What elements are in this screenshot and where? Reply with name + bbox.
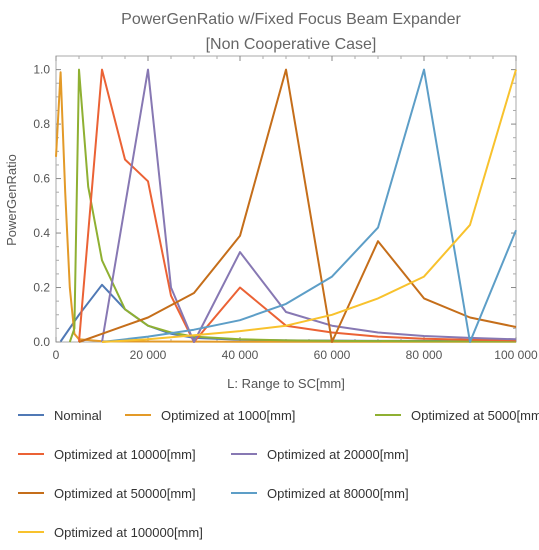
legend-label: Optimized at 100000[mm] — [54, 525, 203, 540]
legend-label: Optimized at 5000[mm] — [411, 408, 539, 423]
legend-item: Optimized at 100000[mm] — [18, 525, 203, 540]
series-line — [68, 68, 517, 343]
plot-frame — [55, 55, 517, 343]
legend-item: Nominal — [18, 408, 102, 423]
legend-label: Optimized at 50000[mm] — [54, 486, 196, 501]
x-tick-label: 100 000 — [494, 348, 538, 362]
series-line — [78, 68, 517, 343]
x-tick-label: 0 — [53, 348, 60, 362]
x-tick-label: 80 000 — [406, 348, 443, 362]
x-axis-label: L: Range to SC[mm] — [227, 376, 345, 391]
x-tick-label: 20 000 — [130, 348, 167, 362]
legend-label: Optimized at 20000[mm] — [267, 447, 409, 462]
series-line — [101, 68, 517, 343]
y-tick-label: 0.4 — [33, 226, 50, 240]
legend-label: Optimized at 80000[mm] — [267, 486, 409, 501]
legend-item: Optimized at 1000[mm] — [125, 408, 295, 423]
series-layer — [55, 68, 517, 343]
y-tick-label: 0.0 — [33, 335, 50, 349]
legend-label: Optimized at 10000[mm] — [54, 447, 196, 462]
legend-label: Nominal — [54, 408, 102, 423]
legend-item: Optimized at 20000[mm] — [231, 447, 409, 462]
x-tick-label: 40 000 — [222, 348, 259, 362]
y-tick-label: 0.2 — [33, 281, 50, 295]
legend-item: Optimized at 80000[mm] — [231, 486, 409, 501]
legend-item: Optimized at 5000[mm] — [375, 408, 539, 423]
series-line — [101, 68, 517, 343]
y-tick-label: 0.8 — [33, 117, 50, 131]
chart-subtitle: [Non Cooperative Case] — [206, 36, 377, 53]
y-tick-label: 0.6 — [33, 172, 50, 186]
legend-label: Optimized at 1000[mm] — [161, 408, 295, 423]
series-line — [78, 68, 517, 343]
legend-item: Optimized at 10000[mm] — [18, 447, 196, 462]
x-tick-label: 60 000 — [314, 348, 351, 362]
y-tick-label: 1.0 — [33, 63, 50, 77]
y-axis-ticks: 0.0 0.2 0.4 0.6 0.8 1.0 — [33, 63, 516, 349]
chart-title: PowerGenRatio w/Fixed Focus Beam Expande… — [121, 11, 461, 28]
legend-item: Optimized at 50000[mm] — [18, 486, 196, 501]
legend: Nominal Optimized at 1000[mm] Optimized at… — [18, 408, 539, 540]
y-axis-label: PowerGenRatio — [4, 154, 19, 246]
series-line — [101, 69, 517, 343]
plot-border — [55, 55, 517, 343]
